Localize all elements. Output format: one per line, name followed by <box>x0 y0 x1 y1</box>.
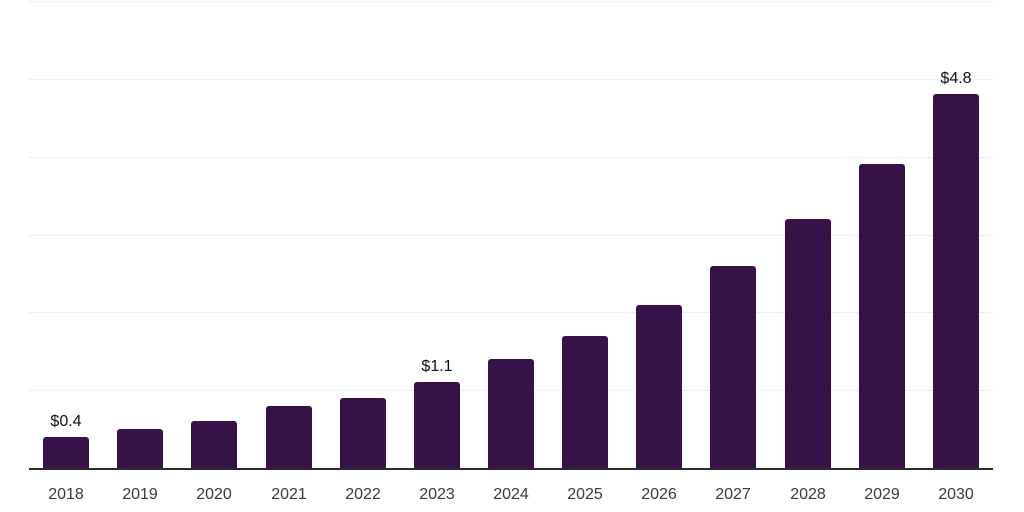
x-tick-label-2026: 2026 <box>641 486 677 503</box>
value-label-2018: $0.4 <box>50 413 82 430</box>
bar-2022 <box>340 398 386 468</box>
gridline-y-4 <box>29 157 993 158</box>
x-tick-label-2018: 2018 <box>48 486 84 503</box>
bar-2030 <box>933 94 979 468</box>
bar-2025 <box>562 336 608 468</box>
value-label-2023: $1.1 <box>421 358 453 375</box>
x-tick-label-2027: 2027 <box>715 486 751 503</box>
bar-2028 <box>785 219 831 468</box>
bar-2019 <box>117 429 163 468</box>
x-tick-label-2019: 2019 <box>122 486 158 503</box>
bar-2021 <box>266 406 312 468</box>
x-tick-label-2028: 2028 <box>790 486 826 503</box>
gridline-y-5 <box>29 79 993 80</box>
x-tick-label-2022: 2022 <box>345 486 381 503</box>
x-tick-label-2029: 2029 <box>864 486 900 503</box>
gridline-y-6 <box>29 1 993 2</box>
x-tick-label-2025: 2025 <box>567 486 603 503</box>
bar-2023 <box>414 382 460 468</box>
x-axis-line <box>29 468 993 470</box>
value-label-2030: $4.8 <box>940 70 972 87</box>
x-tick-label-2024: 2024 <box>493 486 529 503</box>
bar-2026 <box>636 305 682 468</box>
bar-2024 <box>488 359 534 468</box>
bar-2020 <box>191 421 237 468</box>
bar-2018 <box>43 437 89 468</box>
x-tick-label-2021: 2021 <box>271 486 307 503</box>
x-tick-label-2030: 2030 <box>938 486 974 503</box>
gridline-y-3 <box>29 235 993 236</box>
gridline-y-2 <box>29 312 993 313</box>
x-tick-label-2023: 2023 <box>419 486 455 503</box>
bar-2027 <box>710 266 756 468</box>
x-tick-label-2020: 2020 <box>196 486 232 503</box>
bar-2029 <box>859 164 905 468</box>
